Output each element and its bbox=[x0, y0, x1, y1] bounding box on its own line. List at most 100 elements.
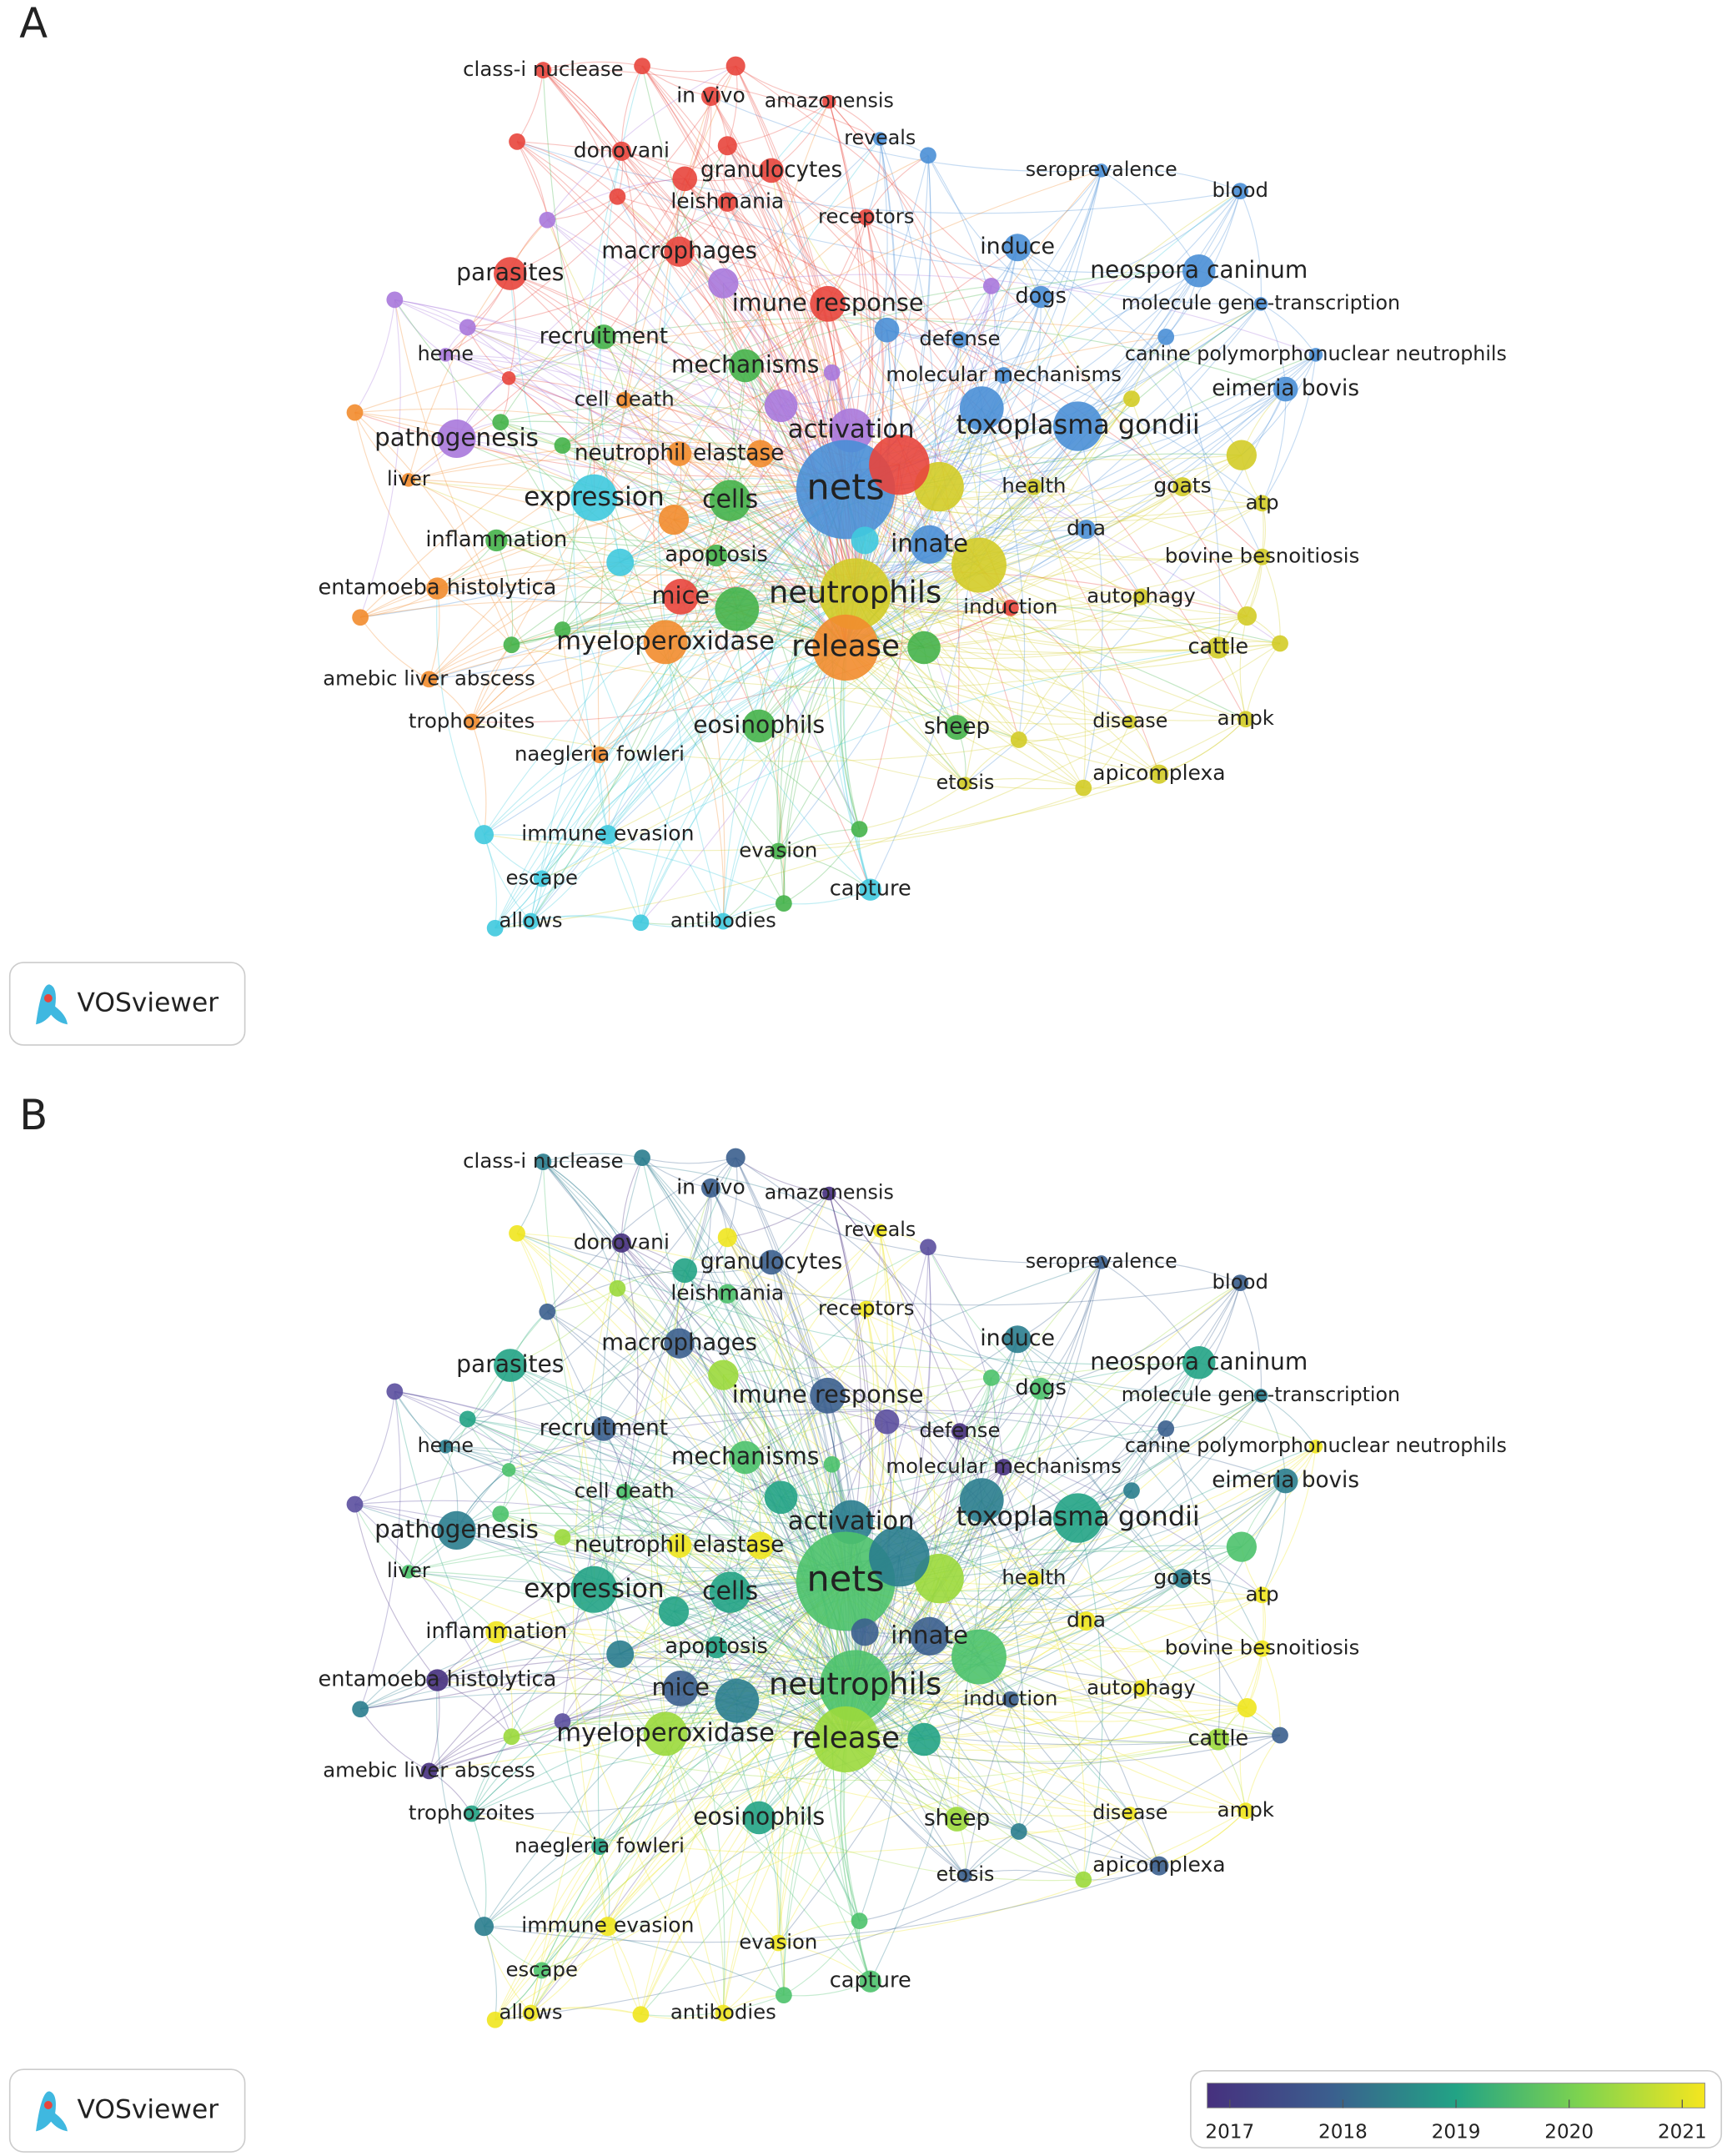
keyword-label: receptors bbox=[818, 1295, 914, 1319]
edge bbox=[495, 489, 846, 929]
edge bbox=[483, 834, 531, 922]
edge bbox=[429, 592, 856, 680]
edge bbox=[562, 1377, 992, 1538]
node-layer bbox=[346, 56, 1323, 2028]
edge bbox=[594, 1589, 856, 1686]
keyword-label: recruitment bbox=[540, 1415, 668, 1440]
edge bbox=[758, 529, 1087, 726]
edge bbox=[716, 529, 1087, 567]
edge bbox=[530, 138, 881, 922]
edge bbox=[776, 489, 846, 852]
edge bbox=[354, 1500, 846, 1582]
edge bbox=[1101, 1260, 1241, 1284]
keyword-node bbox=[1077, 520, 1097, 540]
keyword-node bbox=[615, 1483, 633, 1500]
edge bbox=[359, 169, 1102, 618]
edge bbox=[546, 1157, 736, 1313]
edge bbox=[716, 1621, 1087, 1659]
edge bbox=[562, 620, 846, 649]
edge bbox=[510, 1364, 846, 1740]
tick-label: 2017 bbox=[1205, 2121, 1254, 2143]
edge bbox=[1165, 1428, 1221, 1740]
edge bbox=[620, 150, 846, 490]
edge bbox=[855, 556, 1263, 605]
keyword-label: heme bbox=[418, 342, 474, 365]
edge bbox=[599, 1685, 856, 1847]
edge bbox=[620, 151, 639, 400]
keyword-label: neutrophils bbox=[769, 1666, 941, 1702]
edge bbox=[437, 584, 846, 649]
keyword-node bbox=[728, 1440, 762, 1475]
keyword-node bbox=[591, 1416, 616, 1441]
edge bbox=[845, 398, 1132, 649]
logo-box[interactable]: VOSviewer bbox=[8, 962, 246, 1046]
edge bbox=[938, 1578, 1160, 1867]
edge bbox=[736, 1700, 966, 1877]
edge bbox=[927, 154, 1005, 376]
node bbox=[951, 1629, 1007, 1685]
edge bbox=[845, 1445, 1317, 1741]
edge bbox=[855, 1685, 1246, 1812]
edge bbox=[437, 1581, 846, 1681]
edge bbox=[640, 489, 846, 923]
edge bbox=[1018, 1812, 1131, 1833]
keyword-label: eimeria bovis bbox=[1212, 376, 1359, 401]
keyword-label: granulocytes bbox=[700, 158, 842, 183]
keyword-label: trophozoites bbox=[409, 709, 535, 733]
edge bbox=[467, 251, 680, 328]
keyword-node bbox=[1002, 1691, 1019, 1708]
edge bbox=[508, 377, 856, 595]
node bbox=[554, 1529, 571, 1546]
edge bbox=[846, 502, 1263, 649]
node bbox=[907, 1722, 941, 1756]
keyword-node bbox=[1253, 495, 1271, 512]
keyword-label: naegleria fowleri bbox=[515, 741, 685, 766]
edge bbox=[859, 783, 966, 830]
edge bbox=[511, 1736, 1218, 1782]
edge bbox=[1217, 1648, 1263, 1740]
edge bbox=[359, 1666, 856, 1710]
node bbox=[459, 319, 476, 336]
edge bbox=[530, 593, 856, 922]
keyword-label: immune evasion bbox=[521, 1913, 694, 1937]
edge bbox=[1018, 721, 1131, 741]
edge bbox=[354, 1504, 438, 1681]
node bbox=[609, 188, 626, 205]
keyword-node bbox=[1207, 1728, 1230, 1751]
edge bbox=[726, 145, 887, 331]
logo-frame bbox=[8, 962, 246, 1046]
edge bbox=[855, 247, 1018, 595]
node bbox=[501, 371, 516, 385]
edge bbox=[437, 565, 856, 595]
edge bbox=[495, 1581, 846, 2021]
node bbox=[1237, 1698, 1257, 1718]
keyword-node bbox=[662, 1671, 699, 1706]
edge bbox=[516, 141, 548, 220]
edge bbox=[495, 643, 1281, 929]
logo-box[interactable]: VOSviewer bbox=[8, 2068, 246, 2153]
keyword-node bbox=[666, 1533, 692, 1558]
edge bbox=[530, 489, 846, 922]
edge bbox=[679, 1545, 785, 1996]
node bbox=[717, 136, 737, 156]
edge bbox=[845, 1546, 1243, 1592]
keyword-label: imune response bbox=[732, 288, 924, 316]
keyword-label: bovine besnoitiosis bbox=[1165, 544, 1359, 568]
keyword-node bbox=[1053, 401, 1103, 451]
edge bbox=[516, 141, 1199, 274]
edge bbox=[845, 455, 1243, 500]
edge bbox=[624, 400, 725, 922]
keyword-label: myeloperoxidase bbox=[556, 1718, 775, 1747]
edge bbox=[360, 1466, 1004, 1710]
edge bbox=[543, 1161, 622, 1244]
keyword-label: molecular mechanisms bbox=[886, 362, 1121, 386]
edge bbox=[859, 1556, 906, 1922]
keyword-node bbox=[859, 1970, 881, 1993]
node bbox=[764, 389, 798, 423]
keyword-label: macrophages bbox=[601, 1329, 757, 1356]
edge bbox=[530, 1230, 881, 2013]
edge bbox=[778, 718, 1247, 852]
edge bbox=[680, 596, 871, 891]
edge bbox=[722, 1375, 861, 1922]
edge bbox=[496, 1631, 846, 1740]
